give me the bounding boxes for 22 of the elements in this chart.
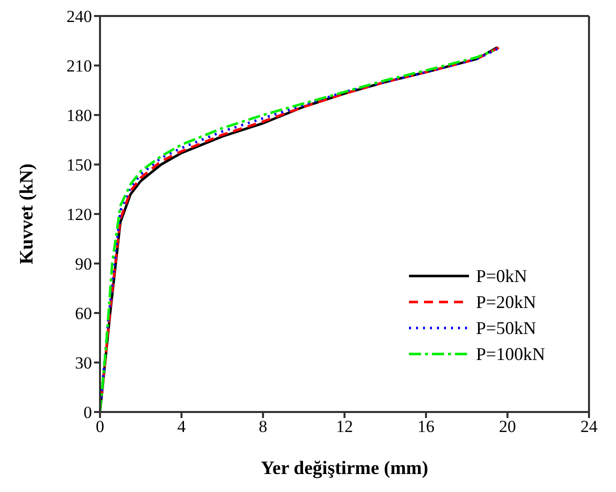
x-tick-label: 16: [418, 417, 434, 436]
legend-label: P=100kN: [476, 344, 546, 364]
y-tick-label: 120: [66, 205, 92, 224]
legend-label: P=20kN: [476, 292, 536, 312]
y-tick-label: 30: [75, 354, 92, 373]
x-tick-label: 24: [580, 417, 598, 436]
x-tick-label: 20: [499, 417, 516, 436]
legend-label: P=50kN: [476, 318, 536, 338]
y-tick-label: 60: [75, 304, 92, 324]
x-tick-label: 8: [258, 417, 268, 436]
x-tick-label: 0: [96, 417, 104, 436]
y-tick-label: 150: [66, 156, 92, 175]
x-axis-title: Yer değiştirme (mm): [260, 458, 428, 479]
y-axis-title: Kuvvet (kN): [16, 164, 38, 264]
legend-label: P=0kN: [476, 266, 528, 286]
y-tick-label: 210: [66, 56, 92, 76]
y-tick-label: 180: [66, 106, 92, 126]
y-tick-label: 90: [75, 254, 92, 274]
y-tick-label: 0: [84, 403, 92, 422]
x-tick-label: 12: [336, 417, 353, 436]
x-tick-label: 4: [177, 417, 186, 436]
y-tick-label: 240: [66, 7, 92, 26]
